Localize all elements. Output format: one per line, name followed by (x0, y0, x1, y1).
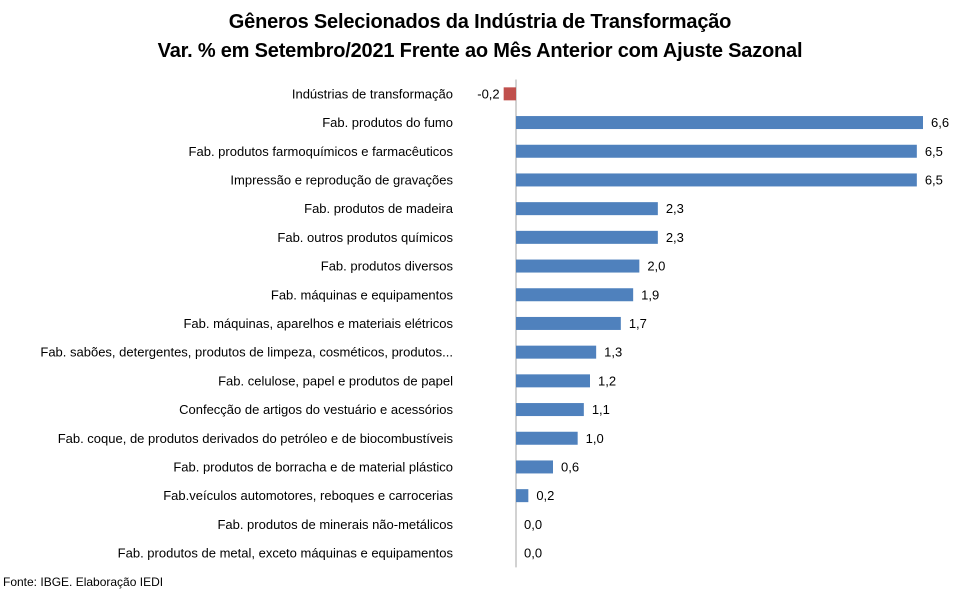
data-label: 2,0 (647, 259, 665, 274)
data-label: 1,7 (629, 316, 647, 331)
bar (516, 288, 634, 302)
data-label: 0,0 (524, 546, 542, 561)
category-label: Fab. produtos de borracha e de material … (173, 459, 453, 474)
data-label: 0,0 (524, 517, 542, 532)
category-label: Fab. produtos diversos (321, 259, 454, 274)
data-label: 2,3 (666, 201, 684, 216)
category-label: Fab. produtos de minerais não-metálicos (217, 517, 453, 532)
chart-title-block: Gêneros Selecionados da Indústria de Tra… (0, 8, 960, 66)
category-label: Indústrias de transformação (292, 86, 453, 101)
category-label: Fab. produtos de metal, exceto máquinas … (118, 546, 454, 561)
data-label: 6,5 (925, 144, 943, 159)
bar (516, 316, 621, 330)
bar (516, 116, 923, 130)
source-note: Fonte: IBGE. Elaboração IEDI (3, 575, 164, 589)
bar (516, 403, 584, 417)
category-label: Impressão e reprodução de gravações (230, 172, 453, 187)
data-label: 1,3 (604, 345, 622, 360)
chart-title: Gêneros Selecionados da Indústria de Tra… (228, 11, 732, 33)
data-label: 2,3 (666, 230, 684, 245)
data-label: 0,6 (561, 459, 579, 474)
data-label: 1,9 (641, 287, 659, 302)
bar (516, 431, 578, 445)
data-label: 1,0 (586, 431, 604, 446)
bar (503, 87, 516, 101)
data-label: 6,5 (925, 172, 943, 187)
bar (516, 230, 658, 244)
chart-subtitle: Var. % em Setembro/2021 Frente ao Mês An… (157, 40, 803, 62)
category-label: Fab. outros produtos químicos (277, 230, 453, 245)
bar (516, 144, 917, 158)
category-label: Fab. produtos do fumo (322, 115, 453, 130)
data-label: 0,2 (536, 488, 554, 503)
category-label: Fab.veículos automotores, reboques e car… (163, 488, 453, 503)
category-label: Fab. sabões, detergentes, produtos de li… (40, 345, 453, 360)
data-label: 6,6 (931, 115, 949, 130)
category-label: Fab. máquinas e equipamentos (271, 287, 454, 302)
bar (516, 259, 640, 273)
category-label: Fab. produtos de madeira (304, 201, 454, 216)
category-label: Fab. máquinas, aparelhos e materiais elé… (183, 316, 453, 331)
bar (516, 345, 597, 359)
data-label: 1,1 (592, 402, 610, 417)
bar (516, 374, 590, 388)
category-label: Fab. celulose, papel e produtos de papel (218, 373, 453, 388)
data-label: 1,2 (598, 373, 616, 388)
bar (516, 202, 658, 216)
bar (516, 460, 553, 474)
category-label: Confecção de artigos do vestuário e aces… (179, 402, 453, 417)
data-label: -0,2 (477, 86, 499, 101)
bar (516, 173, 917, 187)
category-label: Fab. coque, de produtos derivados do pet… (58, 431, 454, 446)
category-label: Fab. produtos farmoquímicos e farmacêuti… (189, 144, 454, 159)
bar (516, 489, 529, 503)
